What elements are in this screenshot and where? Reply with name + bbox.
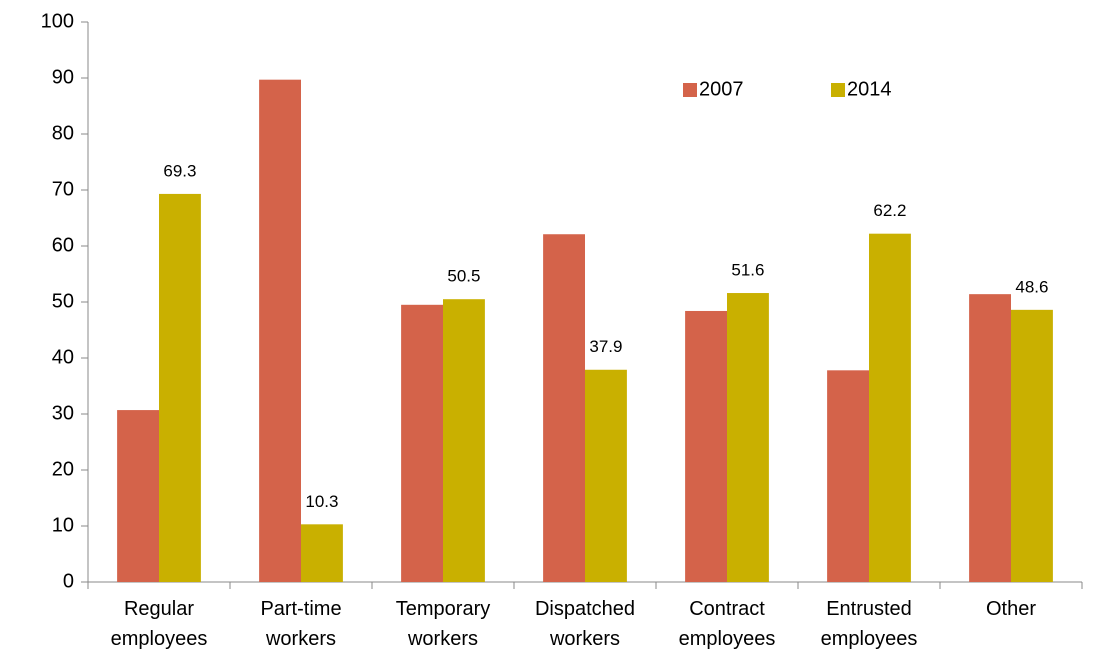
data-label: 51.6 (731, 261, 764, 280)
y-tick-label: 10 (52, 514, 74, 536)
data-label: 69.3 (163, 161, 196, 180)
bar (827, 370, 869, 582)
y-tick-label: 80 (52, 122, 74, 144)
y-tick-label: 50 (52, 290, 74, 312)
bar (301, 524, 343, 582)
y-tick-label: 100 (41, 10, 74, 32)
x-tick-label: Contract employees (678, 598, 776, 650)
y-tick-label: 60 (52, 234, 74, 256)
y-tick-label: 30 (52, 402, 74, 424)
data-label: 10.3 (305, 492, 338, 511)
bar (969, 294, 1011, 582)
bar (869, 233, 911, 582)
legend-swatch (831, 83, 845, 97)
bar (685, 310, 727, 582)
data-label: 62.2 (873, 201, 906, 220)
x-tick-label: Dispatched workers (534, 598, 636, 650)
y-tick-label: 20 (52, 458, 74, 480)
bar (443, 299, 485, 582)
x-tick-label: Other (985, 598, 1037, 620)
x-tick-label: Regular employees (110, 598, 208, 650)
bar (1011, 309, 1053, 582)
bar (259, 79, 301, 583)
bar (117, 410, 159, 582)
data-label: 37.9 (589, 337, 622, 356)
x-tick-label: Part-time workers (260, 598, 342, 650)
x-tick-label: Entrusted employees (820, 598, 918, 650)
data-label: 50.5 (447, 267, 480, 286)
y-tick-label: 70 (52, 178, 74, 200)
x-tick-label: Temporary workers (395, 598, 491, 650)
legend-label: 2014 (847, 78, 892, 100)
legend-swatch (683, 83, 697, 97)
data-label: 48.6 (1015, 277, 1048, 296)
bar (159, 193, 201, 583)
y-tick-label: 40 (52, 346, 74, 368)
bar (727, 293, 769, 582)
y-tick-label: 0 (63, 570, 74, 592)
bar (401, 304, 443, 582)
y-tick-label: 90 (52, 66, 74, 88)
bar (585, 369, 627, 582)
bar (543, 234, 585, 583)
legend-label: 2007 (699, 78, 744, 100)
